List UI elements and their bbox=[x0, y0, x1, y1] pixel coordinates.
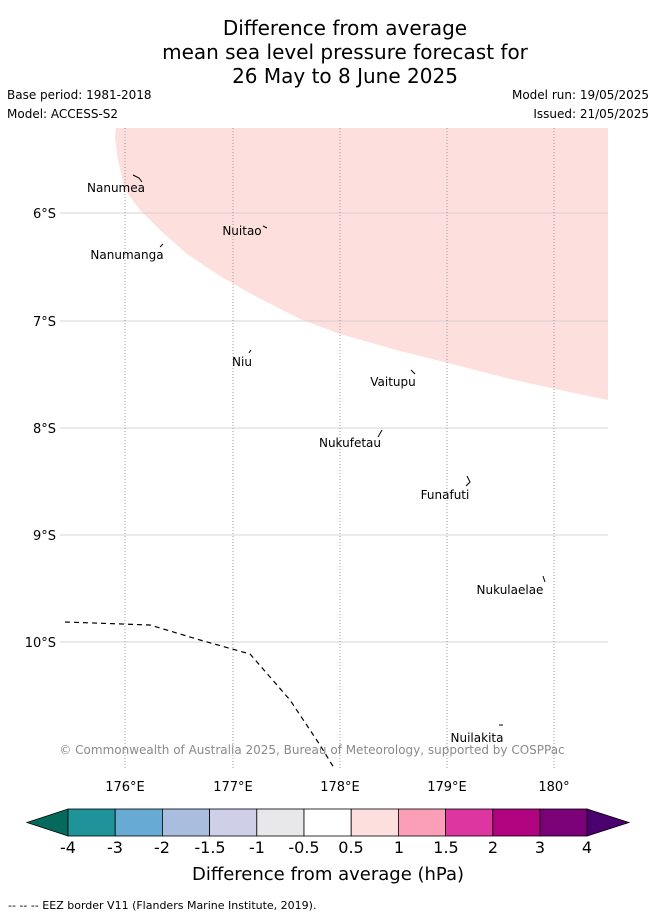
colorbar-tick-label: -3 bbox=[107, 838, 123, 857]
latitude-gridlines bbox=[60, 212, 608, 643]
colorbar bbox=[25, 808, 631, 837]
colorbar-tick-label: 3 bbox=[535, 838, 545, 857]
colorbar-swatch bbox=[539, 808, 588, 837]
island-nanumea-outline bbox=[132, 174, 143, 183]
island-funafuti-outline bbox=[465, 475, 471, 487]
colorbar-swatch bbox=[492, 808, 541, 837]
lon-tick-label: 177°E bbox=[213, 780, 253, 795]
colorbar-tick-label: -4 bbox=[60, 838, 76, 857]
colorbar-swatch bbox=[350, 808, 399, 837]
lat-tick-label: 9°S bbox=[33, 529, 56, 544]
title-line-2: mean sea level pressure forecast for bbox=[162, 40, 528, 64]
positive-anomaly-region bbox=[115, 128, 608, 400]
lon-tick-label: 178°E bbox=[320, 780, 360, 795]
island-nukulaelae-outline bbox=[542, 575, 546, 583]
colorbar-extend-high bbox=[586, 808, 631, 837]
colorbar-swatch bbox=[114, 808, 163, 837]
title-line-3: 26 May to 8 June 2025 bbox=[232, 64, 458, 88]
title-line-1: Difference from average bbox=[222, 16, 468, 40]
island-niu-outline bbox=[248, 349, 252, 354]
island-nuitao-outline bbox=[262, 225, 268, 229]
lat-tick-label: 8°S bbox=[33, 422, 56, 437]
issued-date: Issued: 21/05/2025 bbox=[533, 107, 649, 121]
colorbar-tick-label: -0.5 bbox=[288, 838, 319, 857]
colorbar-label: Difference from average (hPa) bbox=[192, 864, 464, 885]
place-label-nanumanga: Nanumanga bbox=[90, 248, 163, 262]
map-title: Difference from average mean sea level p… bbox=[0, 16, 655, 88]
island-vaitupu-outline bbox=[410, 369, 416, 375]
lat-tick-label: 10°S bbox=[25, 636, 56, 651]
colorbar-swatch bbox=[397, 808, 446, 837]
eez-footnote: -- -- -- EEZ border V11 (Flanders Marine… bbox=[8, 899, 317, 912]
island-nukufetau-outline bbox=[377, 429, 383, 438]
model-name: Model: ACCESS-S2 bbox=[7, 107, 119, 121]
island-nanumanga-outline bbox=[159, 243, 164, 248]
base-period: Base period: 1981-2018 bbox=[7, 88, 152, 102]
colorbar-tick-label: -1.5 bbox=[194, 838, 225, 857]
place-label-funafuti: Funafuti bbox=[421, 488, 470, 502]
lon-tick-label: 179°E bbox=[427, 780, 467, 795]
colorbar-swatch bbox=[209, 808, 258, 837]
lon-tick-label: 176°E bbox=[105, 780, 145, 795]
place-label-niu: Niu bbox=[232, 355, 252, 369]
lat-tick-label: 7°S bbox=[33, 315, 56, 330]
colorbar-swatch bbox=[303, 808, 352, 837]
copyright-notice: © Commonwealth of Australia 2025, Bureau… bbox=[59, 743, 564, 757]
colorbar-tick-label: -1 bbox=[249, 838, 265, 857]
place-label-nuitao: Nuitao bbox=[222, 224, 261, 238]
place-label-nuilakita: Nuilakita bbox=[451, 731, 504, 745]
lon-tick-label: 180° bbox=[538, 780, 569, 795]
colorbar-tick-label: 1.5 bbox=[433, 838, 458, 857]
place-label-nukulaelae: Nukulaelae bbox=[477, 583, 544, 597]
colorbar-tick-label: -2 bbox=[154, 838, 170, 857]
colorbar-tick-label: 2 bbox=[488, 838, 498, 857]
eez-border-line bbox=[64, 621, 335, 769]
island-outlines bbox=[132, 174, 546, 726]
place-label-vaitupu: Vaitupu bbox=[370, 375, 416, 389]
colorbar-tick-label: 4 bbox=[582, 838, 592, 857]
place-label-nanumea: Nanumea bbox=[87, 181, 145, 195]
colorbar-extend-low bbox=[25, 808, 69, 837]
colorbar-swatch bbox=[256, 808, 305, 837]
colorbar-swatch bbox=[445, 808, 494, 837]
colorbar-swatch bbox=[161, 808, 210, 837]
colorbar-tick-label: 1 bbox=[394, 838, 404, 857]
colorbar-swatch bbox=[67, 808, 116, 837]
model-run: Model run: 19/05/2025 bbox=[511, 88, 649, 102]
colorbar-tick-label: 0.5 bbox=[338, 838, 363, 857]
lat-tick-label: 6°S bbox=[33, 207, 56, 222]
place-label-nukufetau: Nukufetau bbox=[319, 436, 381, 450]
longitude-gridlines bbox=[124, 128, 555, 770]
